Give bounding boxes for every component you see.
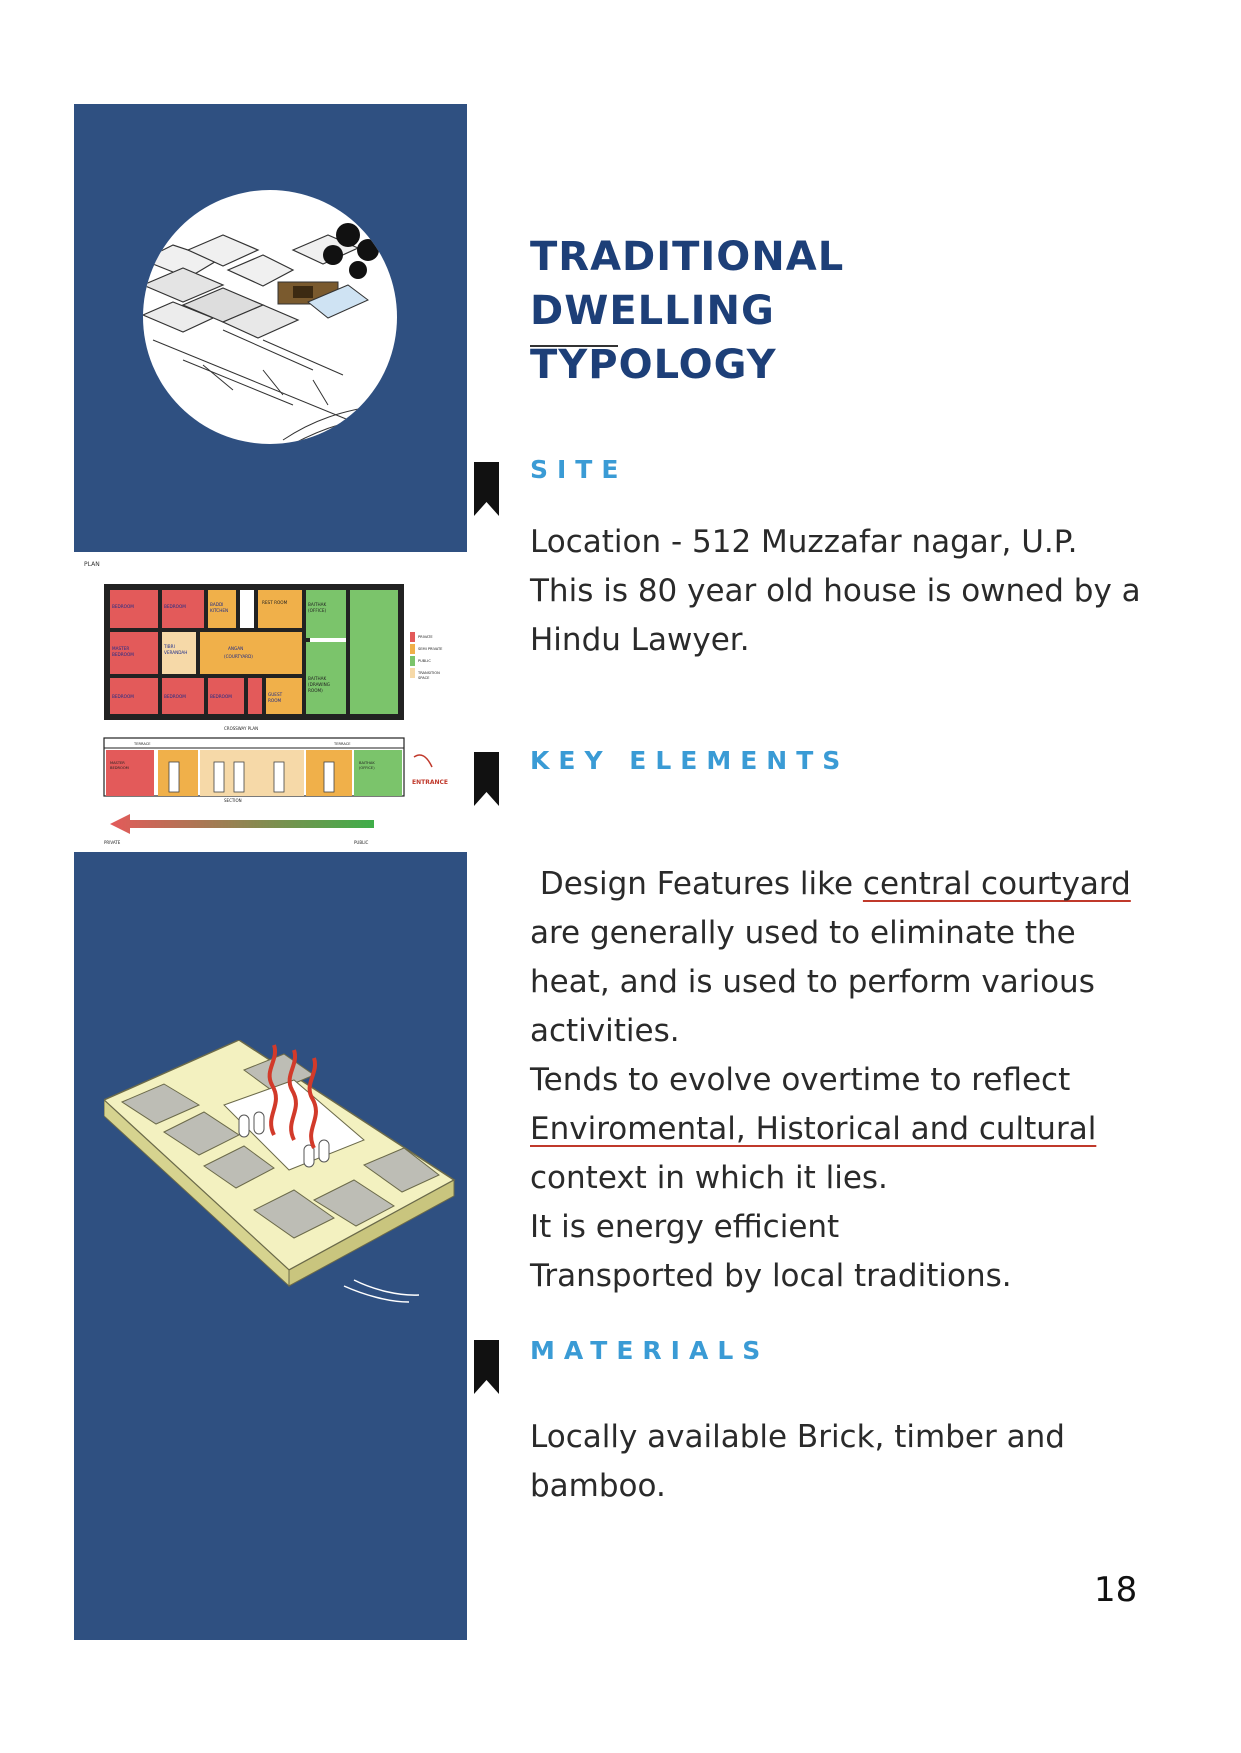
svg-text:BEDROOM: BEDROOM [110, 766, 129, 770]
materials-line: Locally available Brick, timber and [530, 1419, 1065, 1455]
bookmark-icon [474, 752, 499, 806]
site-text: Location - 512 Muzzafar nagar, U.P. This… [530, 518, 1170, 665]
svg-text:TRANSITION: TRANSITION [417, 671, 440, 675]
key-elements-line: Design Features like central courtyard [530, 860, 1170, 909]
svg-text:SPACE: SPACE [418, 676, 430, 680]
svg-text:BEDROOM: BEDROOM [164, 604, 186, 609]
site-line: Location - 512 Muzzafar nagar, U.P. [530, 524, 1078, 560]
key-elements-line: It is energy efficient [530, 1209, 840, 1245]
page-number: 18 [1094, 1570, 1138, 1610]
svg-text:PRIVATE: PRIVATE [418, 635, 433, 639]
key-elements-line: heat, and is used to perform various [530, 964, 1095, 1000]
svg-text:(OFFICE): (OFFICE) [308, 608, 327, 613]
key-elements-line: Enviromental, Historical and cultural [530, 1105, 1170, 1154]
courtyard-model-image [102, 1039, 464, 1310]
svg-text:PUBLIC: PUBLIC [418, 659, 431, 663]
svg-text:BAITHAK: BAITHAK [308, 676, 327, 681]
svg-text:(OFFICE): (OFFICE) [359, 766, 375, 770]
svg-text:ANGAN: ANGAN [228, 646, 243, 651]
svg-text:BEDROOM: BEDROOM [210, 694, 232, 699]
key-elements-text: Design Features like central courtyard a… [530, 860, 1170, 1301]
svg-text:GUEST: GUEST [268, 692, 283, 697]
key-elements-line: Transported by local traditions. [530, 1258, 1012, 1294]
page-title: TRADITIONAL DWELLING TYPOLOGY [530, 230, 1090, 392]
key-elements-line: context in which it lies. [530, 1160, 888, 1196]
bookmark-icon [474, 1340, 499, 1394]
section-label: SECTION [224, 798, 242, 803]
key-elements-line: are generally used to eliminate the [530, 915, 1076, 951]
svg-text:BEDROOM: BEDROOM [164, 694, 186, 699]
title-line-2: TYPOLOGY [530, 342, 777, 388]
materials-text: Locally available Brick, timber and bamb… [530, 1413, 1170, 1511]
public-label: PUBLIC [354, 840, 368, 845]
context-underlined: Enviromental, Historical and cultural [530, 1111, 1097, 1147]
svg-text:BAITHAK: BAITHAK [308, 602, 327, 607]
svg-text:VERANDAH: VERANDAH [164, 650, 187, 655]
svg-text:BAITHAK: BAITHAK [359, 761, 375, 765]
key-elements-line: activities. [530, 1013, 680, 1049]
materials-heading: MATERIALS [530, 1336, 770, 1365]
svg-text:BEDROOM: BEDROOM [112, 694, 134, 699]
svg-text:BEDROOM: BEDROOM [112, 652, 134, 657]
svg-text:(DRAWING: (DRAWING [308, 682, 330, 687]
site-heading: SITE [530, 455, 628, 484]
svg-text:BADDI: BADDI [210, 602, 223, 607]
svg-text:ROOM): ROOM) [308, 688, 323, 693]
key-elements-heading: KEY ELEMENTS [530, 746, 850, 775]
floor-plan-image: PLAN BEDROOM BEDROOM BADDI KITCHEN REST [74, 552, 467, 852]
svg-text:MASTER: MASTER [112, 646, 129, 651]
title-underline-rule [530, 345, 618, 347]
central-courtyard-underlined: central courtyard [862, 866, 1131, 902]
site-sketch-image [143, 190, 397, 444]
key-elements-text-run: Design Features like [539, 866, 863, 902]
svg-text:(COURTYARD): (COURTYARD) [224, 654, 253, 659]
materials-line: bamboo. [530, 1468, 666, 1504]
svg-text:BEDROOM: BEDROOM [112, 604, 134, 609]
plan-label: PLAN [84, 561, 100, 568]
svg-text:TERRACE: TERRACE [333, 742, 351, 746]
svg-text:ROOM: ROOM [268, 698, 282, 703]
svg-text:TERRACE: TERRACE [133, 742, 151, 746]
site-line: Hindu Lawyer. [530, 622, 750, 658]
svg-text:SEMI PRIVATE: SEMI PRIVATE [418, 647, 443, 651]
svg-text:KITCHEN: KITCHEN [210, 608, 228, 613]
key-elements-line: Tends to evolve overtime to reflect [530, 1062, 1071, 1098]
crossway-plan-label: CROSSWAY PLAN [224, 726, 258, 731]
site-line: This is 80 year old house is owned by a [530, 573, 1141, 609]
private-label: PRIVATE [104, 840, 121, 845]
svg-text:REST ROOM: REST ROOM [262, 600, 288, 605]
bookmark-icon [474, 462, 499, 516]
title-line-1: TRADITIONAL DWELLING [530, 234, 845, 334]
svg-text:MASTER: MASTER [110, 761, 125, 765]
entrance-label: ENTRANCE [412, 779, 448, 786]
svg-text:TIBRI: TIBRI [163, 644, 175, 649]
